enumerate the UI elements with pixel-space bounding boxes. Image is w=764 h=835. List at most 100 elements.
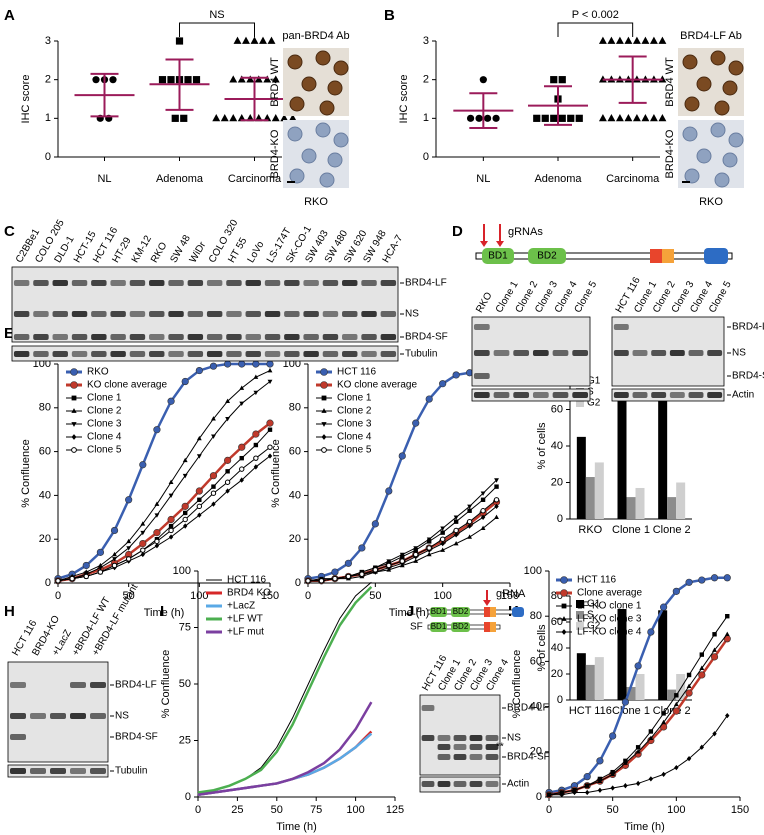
marker: [253, 464, 259, 470]
legend-swatch: [576, 600, 584, 608]
marker: [82, 561, 90, 570]
y-axis-label: % of cells: [536, 422, 548, 470]
y-tick-label: 100: [524, 565, 542, 577]
x-tick-label: NL: [476, 173, 490, 185]
marker: [453, 519, 459, 524]
band: [206, 280, 223, 286]
marker: [253, 374, 259, 379]
x-tick-label: RKO: [578, 524, 602, 536]
marker: [724, 631, 730, 637]
marker: [267, 427, 273, 432]
series-line: [197, 701, 373, 796]
band: [532, 350, 549, 356]
marker: [126, 538, 132, 544]
legend-label: LF-KO clone 3: [577, 614, 642, 625]
y-tick-label: 60: [551, 403, 563, 415]
marker: [125, 496, 133, 504]
marker: [253, 390, 259, 396]
marker: [237, 75, 246, 83]
marker: [658, 36, 667, 44]
marker: [624, 36, 633, 44]
marker: [712, 632, 717, 637]
x-tick-label: 100: [346, 804, 364, 816]
band: [71, 334, 88, 340]
marker: [649, 36, 658, 44]
marker: [140, 530, 146, 536]
bar: [635, 487, 645, 519]
bar: [626, 497, 636, 519]
y-axis-label: % Confluence: [511, 650, 523, 719]
band: [71, 280, 88, 286]
marker: [266, 360, 274, 368]
marker: [70, 368, 78, 376]
y-tick-label: 3: [423, 35, 429, 47]
band: [493, 350, 510, 356]
marker: [399, 552, 405, 558]
x-tick-label: NL: [97, 173, 111, 185]
band: [284, 311, 300, 317]
marker: [648, 776, 654, 782]
marker: [440, 547, 446, 552]
legend-swatch: [576, 611, 584, 619]
band: [361, 334, 377, 340]
marker: [271, 114, 280, 122]
marker: [533, 114, 541, 122]
legend-label: Clone 4: [337, 432, 372, 443]
legend-label: HCT 116: [577, 575, 617, 586]
marker: [168, 493, 174, 499]
legend-swatch: [576, 399, 584, 407]
domain: [490, 607, 496, 617]
arrow-head: [480, 241, 488, 247]
legend-label: S: [587, 387, 594, 398]
bar: [626, 687, 636, 700]
marker: [250, 36, 259, 44]
band: [453, 754, 467, 760]
marker: [321, 434, 327, 440]
domain: [484, 607, 490, 617]
band: [485, 744, 499, 750]
marker: [641, 36, 650, 44]
legend-label: S: [587, 610, 594, 621]
marker: [211, 501, 216, 507]
marker: [246, 75, 255, 83]
x-axis-label: Time (h): [144, 607, 185, 619]
bar: [658, 400, 668, 519]
legend-label: HCT 116: [337, 367, 377, 378]
ihc-cell: [728, 60, 744, 76]
marker: [209, 472, 218, 480]
band: [688, 392, 704, 398]
marker: [211, 484, 216, 489]
marker: [69, 575, 75, 582]
series-line: [57, 422, 271, 583]
band: [473, 350, 490, 356]
y-tick-label: 20: [39, 533, 51, 545]
band: [264, 311, 281, 317]
marker: [466, 114, 475, 122]
domain: [662, 249, 674, 263]
band-label: BRD4-LF: [732, 322, 764, 333]
band: [469, 754, 483, 760]
marker: [110, 526, 119, 535]
marker: [358, 544, 366, 552]
marker: [224, 479, 231, 485]
marker: [674, 764, 679, 771]
panel-label: D: [452, 223, 463, 240]
legend-label: Clone average: [577, 588, 642, 599]
marker: [183, 510, 188, 516]
marker: [55, 578, 61, 584]
marker: [239, 466, 245, 472]
marker: [480, 514, 486, 520]
band: [110, 311, 126, 317]
ihc-cell: [682, 54, 698, 70]
y-tick-label: 100: [173, 565, 191, 577]
band: [10, 713, 26, 719]
marker: [561, 629, 567, 635]
band-label: Tubulin: [405, 349, 437, 360]
panel-label: E: [4, 325, 14, 342]
marker: [622, 760, 628, 765]
marker: [238, 443, 246, 451]
band: [421, 705, 435, 711]
marker: [723, 574, 731, 582]
marker: [211, 416, 216, 421]
band: [245, 334, 261, 340]
